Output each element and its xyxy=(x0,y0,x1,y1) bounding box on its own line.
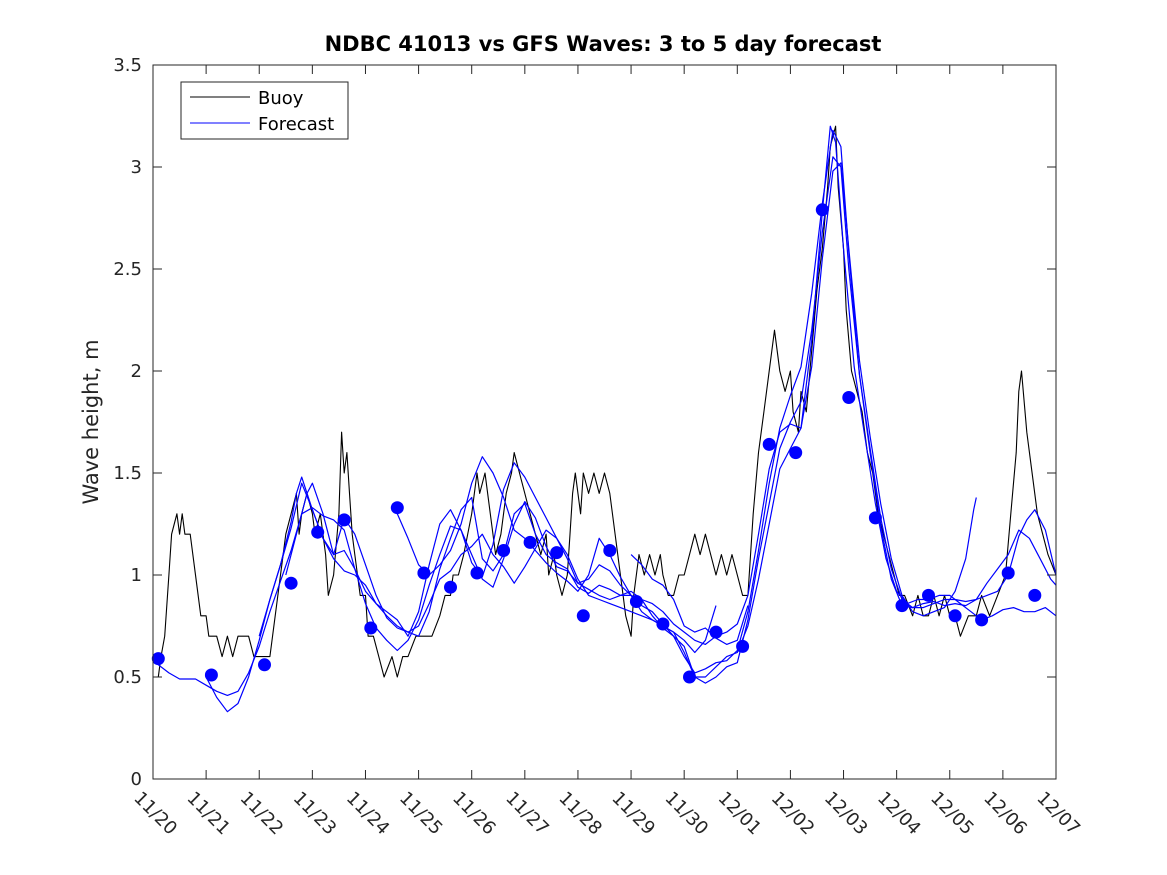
forecast-marker xyxy=(284,576,298,590)
plot-background xyxy=(153,65,1056,779)
forecast-marker xyxy=(762,437,776,451)
forecast-marker xyxy=(975,613,989,627)
forecast-marker xyxy=(550,546,564,560)
y-tick-label: 2 xyxy=(131,361,142,382)
forecast-marker xyxy=(204,668,218,682)
forecast-marker xyxy=(603,544,617,557)
forecast-marker xyxy=(364,621,378,635)
forecast-marker xyxy=(258,658,271,672)
forecast-marker xyxy=(1001,566,1015,580)
forecast-marker xyxy=(470,566,484,580)
forecast-marker xyxy=(842,391,856,404)
y-tick-label: 3.5 xyxy=(113,55,142,76)
y-tick-label: 2.5 xyxy=(113,259,142,280)
forecast-marker xyxy=(709,625,723,639)
chart-title: NDBC 41013 vs GFS Waves: 3 to 5 day fore… xyxy=(325,32,882,56)
legend-box xyxy=(180,81,349,140)
series-line-forecast-4 xyxy=(285,162,977,678)
forecast-marker xyxy=(629,595,643,608)
forecast-marker xyxy=(736,639,750,653)
forecast-marker xyxy=(656,617,670,631)
forecast-marker xyxy=(948,609,962,623)
forecast-marker xyxy=(444,580,457,594)
forecast-marker xyxy=(922,588,935,602)
forecast-marker xyxy=(895,599,909,613)
series-line-forecast-1 xyxy=(152,129,1057,696)
y-tick-label: 1.5 xyxy=(113,463,142,484)
forecast-marker xyxy=(311,525,325,539)
forecast-marker xyxy=(523,535,537,549)
y-tick-label: 1 xyxy=(131,565,142,586)
y-tick-label: 0 xyxy=(131,769,142,790)
forecast-marker xyxy=(789,446,803,460)
forecast-marker xyxy=(390,501,404,515)
y-tick-label: 0.5 xyxy=(113,667,142,688)
forecast-marker xyxy=(815,203,829,217)
series-line-forecast-3 xyxy=(258,125,1057,645)
forecast-marker xyxy=(576,609,590,623)
forecast-marker xyxy=(1028,588,1042,602)
legend-label-forecast: Forecast xyxy=(258,114,334,135)
forecast-marker xyxy=(683,670,696,684)
forecast-marker xyxy=(151,652,165,666)
forecast-marker xyxy=(497,544,511,557)
plot-area xyxy=(153,65,1056,779)
axes-frame xyxy=(152,64,1057,780)
forecast-marker xyxy=(868,511,882,525)
marker-layer xyxy=(151,203,1042,684)
series-line-forecast-6 xyxy=(630,554,749,645)
y-axis-label: Wave height, m xyxy=(79,339,103,504)
forecast-marker xyxy=(337,513,351,527)
forecast-marker xyxy=(417,566,431,580)
y-tick-label: 3 xyxy=(131,157,142,178)
legend-label-buoy: Buoy xyxy=(258,88,304,109)
legend: Buoy Forecast xyxy=(180,81,349,140)
